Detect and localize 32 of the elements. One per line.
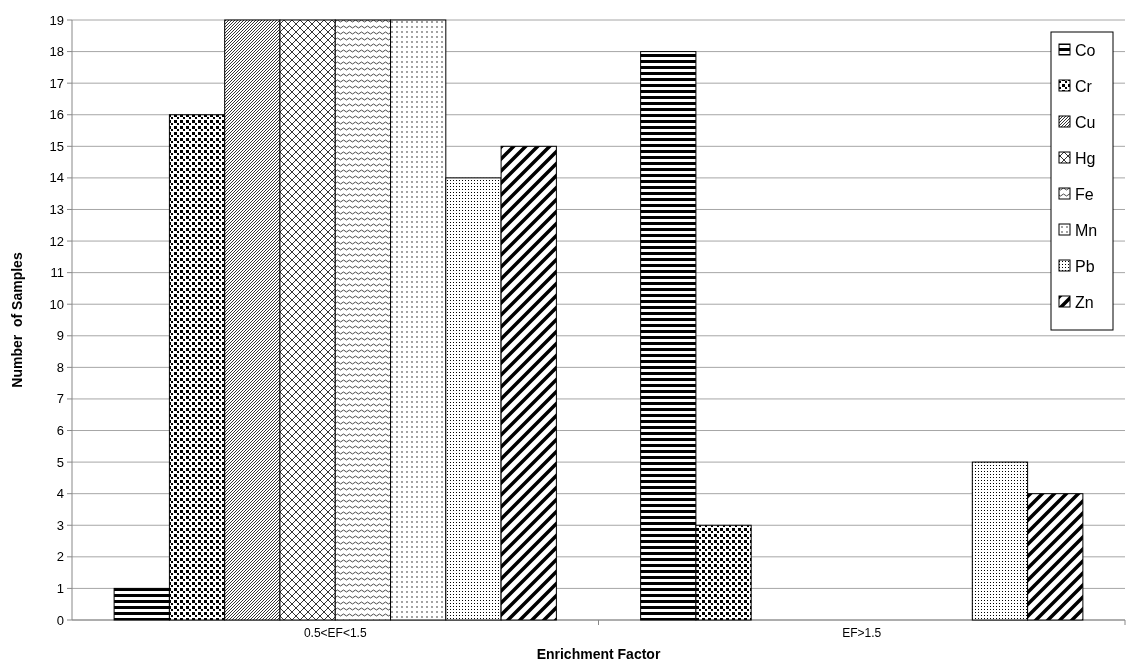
x-tick-label: 0.5<EF<1.5 [303, 626, 367, 640]
y-tick-label: 1 [56, 580, 64, 596]
y-tick-label: 10 [49, 296, 64, 312]
legend-label: Pb [1075, 257, 1095, 275]
y-tick-label: 14 [49, 170, 64, 186]
legend-label: Cr [1075, 77, 1093, 95]
x-tick-label: EF>1.5 [842, 626, 882, 640]
y-tick-label: 4 [56, 486, 64, 502]
legend-label: Fe [1075, 185, 1094, 203]
y-tick-label: 9 [56, 328, 64, 344]
legend-label: Co [1075, 41, 1096, 59]
y-tick-label: 3 [56, 517, 64, 533]
y-tick-label: 15 [49, 138, 64, 154]
legend-label: Cu [1075, 113, 1096, 131]
legend-label: Hg [1075, 149, 1096, 167]
y-tick-label: 7 [56, 391, 64, 407]
y-tick-label: 12 [49, 233, 64, 249]
y-tick-label: 17 [49, 75, 64, 91]
y-tick-label: 16 [49, 107, 64, 123]
y-tick-label: 8 [56, 359, 64, 375]
legend-label: Mn [1075, 221, 1098, 239]
y-tick-label: 5 [56, 454, 64, 470]
x-axis-title: Enrichment Factor [536, 646, 661, 662]
legend-label: Zn [1075, 293, 1094, 311]
y-axis-title: Number of Samples [9, 252, 25, 388]
y-tick-label: 18 [49, 44, 64, 60]
y-tick-label: 6 [56, 423, 64, 439]
y-tick-label: 11 [50, 265, 64, 281]
y-tick-label: 2 [56, 549, 64, 565]
y-tick-label: 13 [49, 202, 64, 218]
y-tick-label: 19 [49, 12, 64, 28]
y-tick-label: 0 [56, 612, 64, 628]
